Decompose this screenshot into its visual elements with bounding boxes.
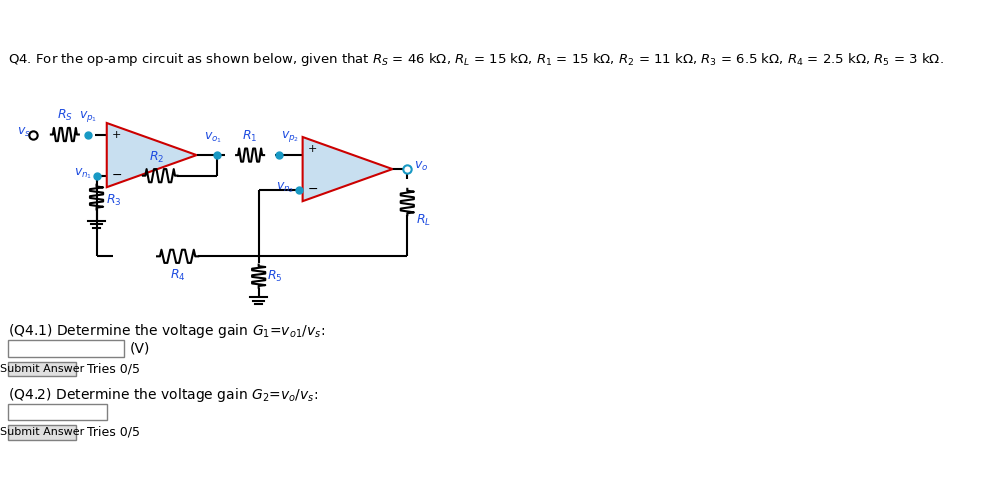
Text: $R_3$: $R_3$ xyxy=(105,193,121,208)
Text: −: − xyxy=(307,183,318,196)
Text: +: + xyxy=(111,130,121,140)
Text: Submit Answer: Submit Answer xyxy=(0,364,84,374)
Text: $v_{n_2}$: $v_{n_2}$ xyxy=(276,181,294,195)
Text: (V): (V) xyxy=(129,341,150,355)
FancyBboxPatch shape xyxy=(9,425,76,440)
FancyBboxPatch shape xyxy=(9,404,107,420)
Text: $v_{p_2}$: $v_{p_2}$ xyxy=(281,129,299,145)
Text: $v_{n_1}$: $v_{n_1}$ xyxy=(75,166,92,181)
Text: $v_{p_1}$: $v_{p_1}$ xyxy=(80,109,97,124)
Text: $R_1$: $R_1$ xyxy=(243,129,257,145)
Text: (Q4.2) Determine the voltage gain $G_2$=$v_o$/$v_s$:: (Q4.2) Determine the voltage gain $G_2$=… xyxy=(9,386,319,404)
Polygon shape xyxy=(302,137,393,201)
Text: $v_o$: $v_o$ xyxy=(414,160,428,173)
Text: $v_s$: $v_s$ xyxy=(17,126,31,139)
Text: $v_{o_1}$: $v_{o_1}$ xyxy=(204,131,222,145)
Text: (Q4.1) Determine the voltage gain $G_1$=$v_{o1}$/$v_s$:: (Q4.1) Determine the voltage gain $G_1$=… xyxy=(9,322,326,340)
Text: −: − xyxy=(111,169,122,182)
FancyBboxPatch shape xyxy=(9,362,76,376)
Text: Submit Answer: Submit Answer xyxy=(0,427,84,437)
Text: $R_5$: $R_5$ xyxy=(267,269,282,284)
Text: $R_S$: $R_S$ xyxy=(57,108,73,123)
Text: $R_2$: $R_2$ xyxy=(149,150,165,165)
Text: +: + xyxy=(307,144,317,154)
Text: $R_L$: $R_L$ xyxy=(415,213,430,229)
Polygon shape xyxy=(106,123,197,187)
FancyBboxPatch shape xyxy=(9,340,123,357)
Text: $R_4$: $R_4$ xyxy=(170,268,186,283)
Text: Tries 0/5: Tries 0/5 xyxy=(86,426,140,439)
Text: Tries 0/5: Tries 0/5 xyxy=(86,363,140,376)
Text: Q4. For the op-amp circuit as shown below, given that $R_S$ = 46 k$\Omega$, $R_L: Q4. For the op-amp circuit as shown belo… xyxy=(9,51,944,68)
